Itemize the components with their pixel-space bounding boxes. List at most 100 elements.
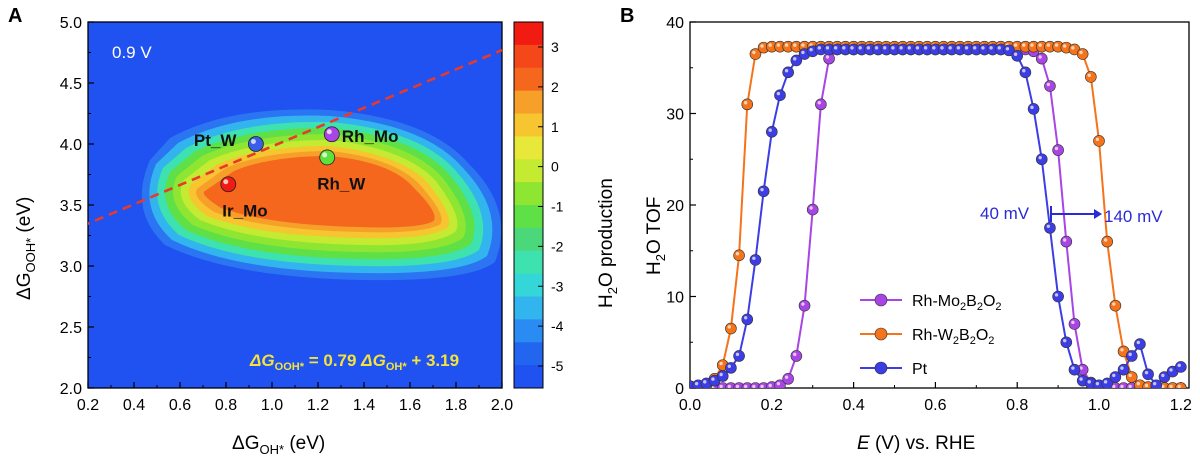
series-point-highlight (752, 50, 756, 55)
legend: Rh-Mo2B2O2 Rh-W2B2O2 Pt (860, 293, 1002, 378)
series-point-highlight (1144, 370, 1149, 375)
series-point-pt (1175, 361, 1187, 373)
x-tick-label-a: 0.8 (215, 397, 237, 414)
panel-a-ylabel: ΔGOOH* (eV) (14, 197, 38, 300)
x-tick-label-a: 0.4 (123, 397, 145, 414)
series-point-highlight (1062, 338, 1067, 343)
series-point-rh-mo2b2o2 (1052, 144, 1064, 156)
series-point-highlight (858, 46, 862, 50)
series-point-highlight (1046, 224, 1051, 228)
colorbar-segment (514, 273, 543, 297)
series-point-highlight (719, 372, 723, 377)
series-point-highlight (1046, 43, 1051, 47)
colorbar-tick-label: 2 (551, 79, 559, 95)
series-point-highlight (866, 46, 871, 50)
series-point-highlight (793, 57, 797, 61)
colorbar: 3 2 1 0 -1 -2 -3 -4 -5 (513, 21, 564, 389)
series-point-highlight (1177, 384, 1181, 388)
catalyst-points: Pt_W Rh_Mo Rh_W Ir_Mo (194, 126, 398, 220)
tof-series (690, 40, 1187, 388)
series-point-highlight (907, 46, 911, 50)
colorbar-tick-label: -5 (551, 358, 564, 374)
colorbar-segment (514, 113, 543, 137)
legend-marker (874, 361, 888, 375)
series-point-highlight (981, 46, 985, 50)
series-point-highlight (768, 383, 772, 388)
series-point-rh-mo2b2o2 (1035, 52, 1048, 65)
annotation-140mv: 140 mV (1104, 207, 1163, 226)
series-point-highlight (874, 46, 879, 50)
x-tick-label-a: 1.8 (445, 397, 467, 414)
point-pt-w (247, 136, 264, 152)
series-point-pt (725, 362, 737, 374)
series-point-highlight (719, 361, 723, 366)
series-point-pt (1027, 103, 1040, 115)
series-point-highlight (1087, 380, 1091, 384)
series-point-highlight (801, 302, 805, 306)
scaling-relation-line (88, 48, 502, 225)
series-point-highlight (760, 44, 764, 48)
point-label-pt-w: Pt_W (194, 131, 237, 150)
colorbar-segment (514, 296, 543, 320)
series-point-highlight (743, 316, 748, 320)
series-point-rh-mo2b2o2 (815, 98, 827, 111)
series-point-rh-w2b2o2 (1175, 382, 1187, 388)
series-point-highlight (899, 46, 903, 50)
series-point-highlight (703, 380, 707, 384)
point-rh-w (319, 149, 336, 166)
x-tick-label-b: 0.6 (924, 397, 946, 414)
series-point-highlight (1177, 363, 1181, 368)
colorbar-segment (514, 205, 543, 229)
colorbar-segment (514, 67, 543, 92)
series-point-highlight (1071, 366, 1075, 370)
series-point-highlight (1054, 146, 1059, 151)
legend-marker (874, 293, 888, 307)
series-point-highlight (948, 46, 952, 50)
colorbar-tick-label: -2 (551, 238, 564, 254)
series-point-highlight (915, 46, 920, 50)
series-point-highlight (923, 46, 928, 50)
series-point-highlight (1013, 52, 1018, 56)
colorbar-segment (514, 182, 543, 206)
series-point-highlight (1169, 368, 1173, 372)
colorbar-segment (514, 136, 543, 160)
y-tick-label-a: 3.0 (60, 259, 82, 276)
series-point-highlight (891, 46, 895, 50)
series-point-highlight (1161, 373, 1165, 378)
legend-label: Rh-Mo2B2O2 (912, 293, 1002, 313)
x-tick-label-a: 2.0 (491, 397, 513, 414)
contour-level-9 (203, 156, 435, 228)
series-point-pt (774, 89, 786, 101)
series-point-highlight (825, 46, 830, 50)
point-highlight (223, 179, 229, 185)
y-tick-label-a: 5.0 (60, 15, 82, 32)
series-point-highlight (1128, 373, 1132, 378)
point-label-rh-w: Rh_W (317, 174, 366, 193)
series-point-rh-mo2b2o2 (1060, 235, 1073, 248)
series-point-highlight (825, 55, 830, 59)
series-point-rh-w2b2o2 (733, 249, 745, 262)
series-point-rh-w2b2o2 (1101, 235, 1113, 248)
point-highlight (326, 129, 332, 135)
point-highlight (322, 152, 328, 158)
series-point-highlight (694, 381, 699, 386)
colorbar-tick-label: 0 (551, 159, 559, 175)
series-point-rh-w2b2o2 (1093, 135, 1105, 147)
y-tick-label-a: 2.5 (60, 320, 82, 337)
series-point-highlight (1112, 302, 1116, 306)
series-point-highlight (1030, 105, 1034, 110)
series-point-highlight (1071, 320, 1075, 325)
y-tick-label-a: 4.5 (60, 76, 82, 93)
series-point-highlight (784, 43, 789, 47)
series-point-pt (733, 350, 745, 362)
series-point-pt (766, 126, 778, 138)
colorbar-segment (514, 159, 543, 183)
series-point-rh-mo2b2o2 (782, 373, 794, 385)
series-point-rh-w2b2o2 (1085, 71, 1097, 83)
x-tick-label-a: 0.2 (77, 397, 99, 414)
legend-label: Pt (912, 361, 928, 378)
point-rh-mo (323, 126, 340, 143)
series-point-highlight (1005, 47, 1010, 51)
series-point-highlight (768, 128, 772, 132)
series-point-highlight (801, 50, 805, 55)
